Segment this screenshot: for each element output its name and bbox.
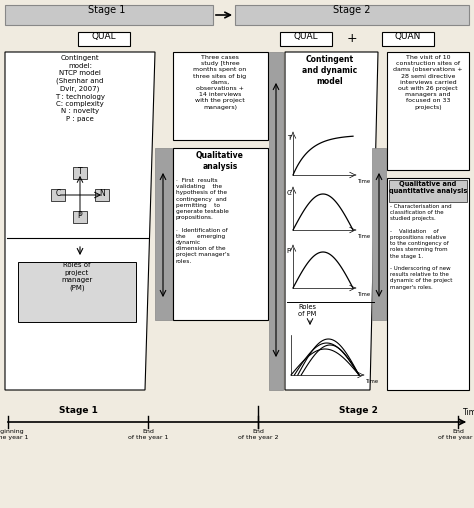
Text: Contingent
model:
NTCP model
(Shenhar and
Dvir, 2007)
T : technology
C: complexi: Contingent model: NTCP model (Shenhar an… <box>55 55 105 122</box>
Text: T: T <box>78 167 82 176</box>
Text: End
of the year 1: End of the year 1 <box>128 429 168 440</box>
Text: Time: Time <box>366 379 379 384</box>
Text: Time: Time <box>358 179 371 184</box>
Bar <box>387 52 469 170</box>
Bar <box>95 189 109 201</box>
Text: Qualitative
analysis: Qualitative analysis <box>196 151 244 171</box>
Bar <box>73 167 87 179</box>
Text: Roles
of PM: Roles of PM <box>298 304 316 318</box>
Text: Contingent
and dynamic
model: Contingent and dynamic model <box>302 55 357 86</box>
Bar <box>173 52 268 140</box>
Text: QUAL: QUAL <box>294 32 319 41</box>
Text: Beginning
of the year 1: Beginning of the year 1 <box>0 429 28 440</box>
Text: Stage 1: Stage 1 <box>59 406 98 415</box>
Text: Time: Time <box>358 292 371 297</box>
Text: C: C <box>286 190 291 196</box>
Text: Time: Time <box>358 234 371 239</box>
Text: N: N <box>99 189 105 198</box>
Text: Stage 1: Stage 1 <box>88 5 126 15</box>
Text: Qualitative and
quantitative analysis: Qualitative and quantitative analysis <box>389 181 467 195</box>
Bar <box>5 5 213 25</box>
Polygon shape <box>269 52 283 390</box>
Bar <box>387 178 469 390</box>
Bar <box>73 211 87 223</box>
Text: +: + <box>346 32 357 45</box>
Text: Three cases
study [three
months spent on
three sites of big
dams,
observations +: Three cases study [three months spent on… <box>193 55 246 110</box>
Text: Stage 2: Stage 2 <box>338 406 377 415</box>
Text: P: P <box>287 248 291 254</box>
Polygon shape <box>155 148 172 320</box>
Text: T: T <box>287 135 291 141</box>
Bar <box>173 148 268 320</box>
Text: C: C <box>55 189 61 198</box>
Text: End
of the year 2: End of the year 2 <box>238 429 278 440</box>
Text: P: P <box>78 211 82 220</box>
Text: - Characterisation and
classification of the
studied projects.

-    Validation : - Characterisation and classification of… <box>390 204 452 290</box>
Text: QUAN: QUAN <box>395 32 421 41</box>
Bar <box>18 262 136 322</box>
Polygon shape <box>285 52 378 390</box>
Bar <box>51 189 65 201</box>
Polygon shape <box>372 148 386 320</box>
Text: Stage 2: Stage 2 <box>333 5 371 15</box>
Text: ·  First  results
validating    the
hypothesis of the
contingency  and
permittin: · First results validating the hypothesi… <box>176 178 230 264</box>
Text: QUAL: QUAL <box>91 32 116 41</box>
Bar <box>382 32 434 46</box>
Bar <box>280 32 332 46</box>
Bar <box>389 180 467 202</box>
Polygon shape <box>5 52 155 390</box>
Bar <box>235 5 469 25</box>
Text: The visit of 10
construction sites of
dams (observations +
28 semi directive
int: The visit of 10 construction sites of da… <box>393 55 463 110</box>
Text: Roles of
project
manager
(PM): Roles of project manager (PM) <box>61 262 92 291</box>
Text: Time: Time <box>463 408 474 417</box>
Text: End
of the year 5: End of the year 5 <box>438 429 474 440</box>
Bar <box>78 32 130 46</box>
